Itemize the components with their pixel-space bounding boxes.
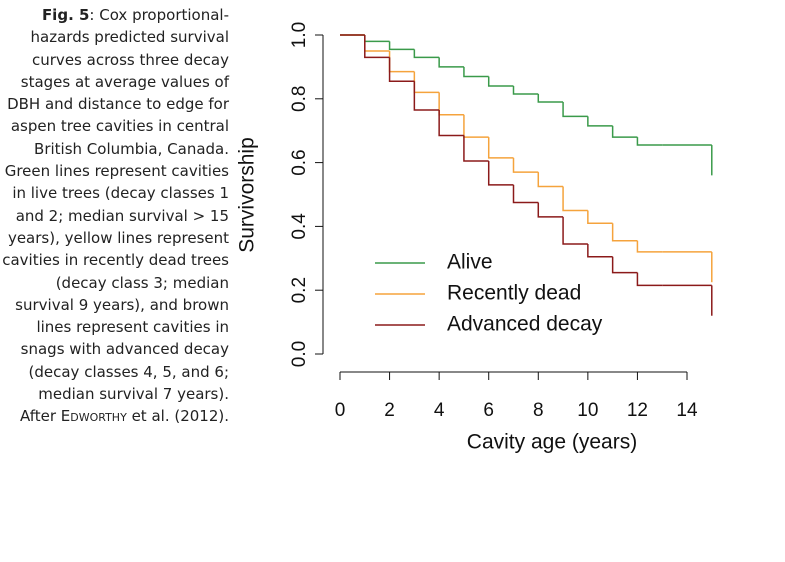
caption-author: Edworthy [60, 407, 127, 426]
survival-step [587, 243, 613, 258]
survival-step [537, 94, 564, 103]
y-tick-label: 0.4 [289, 213, 310, 240]
survival-step [388, 50, 415, 73]
survival-step [364, 35, 390, 43]
survival-step [388, 57, 415, 83]
survival-step [364, 35, 390, 59]
survival-step [388, 41, 415, 51]
caption: Fig. 5: Cox proportional-hazards predict… [0, 4, 781, 470]
survival-step [487, 161, 514, 186]
survival-step [587, 116, 613, 127]
survival-step [438, 109, 464, 137]
legend-label: Alive [447, 251, 493, 274]
y-tick-label: 0.8 [289, 86, 310, 112]
survival-step [438, 92, 464, 116]
survival-step [611, 256, 638, 274]
x-tick-label: 0 [335, 400, 346, 421]
survival-step [537, 202, 564, 218]
x-tick-label: 8 [533, 400, 544, 421]
x-tick-label: 4 [434, 400, 445, 421]
survival-step [562, 216, 588, 245]
survival-step [364, 35, 390, 52]
survival-step [487, 76, 514, 87]
survival-step [512, 184, 539, 204]
chart: Cavity age (years) Survivorship 0.0 0.2 0.… [236, 22, 713, 454]
survival-step [611, 125, 638, 138]
survival-step [463, 66, 489, 78]
survival-step [636, 240, 663, 253]
survival-step [512, 157, 539, 173]
caption-text: : Cox proportional-hazards predicted sur… [2, 6, 229, 426]
survival-step [512, 86, 539, 95]
survival-step [413, 81, 440, 111]
survival-step [562, 186, 588, 212]
legend-label: Recently dead [447, 282, 581, 305]
figure-label: Fig. 5 [41, 6, 90, 24]
y-tick-label: 0.6 [289, 149, 310, 175]
survival-step [562, 101, 588, 118]
survival-step [438, 57, 464, 68]
survival-step [487, 137, 514, 159]
survival-step [587, 210, 613, 224]
x-tick-label: 6 [483, 400, 494, 421]
survival-step [463, 135, 489, 162]
survival-step [537, 172, 564, 188]
y-tick-label: 0.2 [289, 277, 310, 303]
survival-step [636, 272, 663, 287]
survival-step [413, 49, 440, 59]
survival-step [463, 114, 489, 138]
y-tick-label: 0.0 [289, 341, 310, 367]
x-tick-label: 14 [676, 400, 698, 421]
x-tick-label: 10 [577, 400, 598, 421]
survival-step [636, 137, 663, 146]
caption-tail: et al. (2012). [126, 407, 229, 426]
survival-step [611, 223, 638, 242]
survival-step [413, 71, 440, 94]
x-tick-label: 12 [627, 400, 648, 421]
legend-label: Advanced decay [447, 313, 603, 336]
y-axis-title: Survivorship [236, 137, 259, 253]
y-tick-label: 1.0 [289, 22, 310, 48]
x-tick-label: 2 [384, 400, 395, 421]
x-axis-title: Cavity age (years) [467, 431, 637, 454]
